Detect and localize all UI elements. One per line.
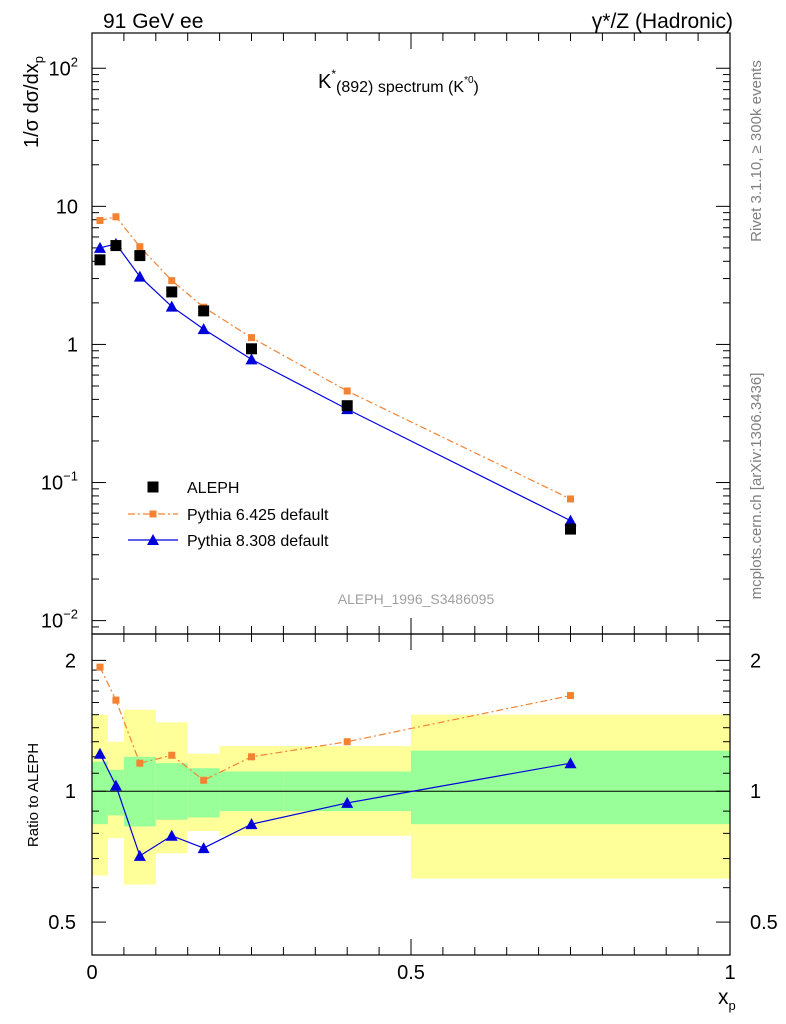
main-ylabel: 1/σ dσ/dxp	[21, 56, 46, 148]
x-axis-label-base: x	[718, 986, 729, 1009]
ratio-point-pythia-8-308-default	[564, 757, 577, 769]
main-y-tick-label-exp: −1	[63, 469, 78, 484]
ratio-panel-frame	[91, 633, 731, 956]
legend: ALEPH Pythia 6.425 default Pythia 8.308 de…	[128, 480, 329, 550]
main-point-pythia-6-425-default	[96, 216, 104, 224]
legend-label-2: Pythia 8.308 default	[187, 533, 329, 550]
main-y-tick-label: 10	[56, 196, 78, 218]
main-y-tick-label-base: 10	[49, 58, 71, 80]
ratio-point-pythia-6-425-default	[248, 753, 255, 761]
plot-title: K*(892) spectrum (K*0)	[318, 67, 479, 96]
ratio-point-pythia-6-425-default	[567, 692, 574, 700]
plot-title-sup1: *	[331, 67, 336, 81]
ratio-band-green-0	[92, 761, 108, 825]
main-point-aleph	[134, 250, 146, 262]
ratio-point-pythia-8-308-default	[133, 849, 146, 861]
main-point-pythia-8-308-default	[133, 270, 146, 282]
main-point-pythia-6-425-default	[112, 213, 120, 221]
x-tick-label: 0.5	[397, 962, 425, 984]
main-point-pythia-6-425-default	[343, 387, 351, 395]
main-point-aleph	[110, 240, 122, 252]
main-point-aleph	[341, 400, 353, 412]
plot-title-main: K	[318, 71, 332, 93]
ratio-point-pythia-6-425-default	[112, 696, 120, 704]
ratio-band-green-1	[107, 769, 124, 816]
ratio-point-pythia-8-308-default	[245, 818, 258, 830]
ratio-point-pythia-8-308-default	[341, 796, 354, 808]
plot-title-close: )	[474, 79, 479, 96]
header-left-label: 91 GeV ee	[103, 10, 203, 33]
ratio-y-tick-label-right: 0.5	[750, 912, 778, 934]
ratio-line-pythia-6-425-default	[99, 666, 571, 781]
ratio-y-tick-label-left: 1	[65, 781, 76, 803]
ratio-point-pythia-8-308-default	[109, 779, 122, 791]
x-axis-label: xp	[718, 986, 736, 1013]
main-point-pythia-8-308-default	[93, 241, 106, 253]
ratio-point-pythia-8-308-default	[93, 747, 106, 759]
main-point-aleph	[565, 523, 576, 535]
main-ylabel-base: 1/σ dσ/dx	[21, 63, 43, 148]
main-line-pythia-8-308-default	[99, 243, 571, 522]
main-y-tick-label-exp: 2	[71, 54, 78, 69]
ratio-line-pythia-8-308-default	[99, 753, 571, 857]
main-y-tick-label-exp: −2	[63, 607, 78, 622]
main-point-pythia-8-308-default	[245, 353, 258, 365]
main-y-tick-label: 10−2	[41, 607, 78, 633]
ratio-point-pythia-8-308-default	[197, 842, 210, 854]
header-right-label: γ*/Z (Hadronic)	[592, 10, 733, 33]
ratio-point-pythia-6-425-default	[343, 738, 351, 746]
legend-marker-2	[147, 534, 159, 545]
main-point-aleph	[246, 343, 257, 355]
analysis-tag: ALEPH_1996_S3486095	[338, 591, 495, 607]
main-point-pythia-6-425-default	[567, 495, 574, 503]
legend-label-0: ALEPH	[187, 480, 239, 497]
legend-label-1: Pythia 6.425 default	[187, 507, 329, 524]
main-point-pythia-6-425-default	[136, 243, 144, 251]
main-point-aleph	[198, 305, 210, 317]
legend-marker-0	[147, 481, 159, 493]
ratio-point-pythia-8-308-default	[165, 829, 178, 841]
main-line-pythia-6-425-default	[99, 216, 571, 500]
x-tick-label: 1	[724, 962, 735, 984]
ratio-point-pythia-6-425-default	[96, 663, 104, 671]
main-y-tick-label: 102	[49, 54, 78, 80]
legend-marker-1	[149, 510, 157, 518]
ratio-panel: 0.5 0.5 1 1 2 2 0 0.5 1	[48, 633, 778, 984]
main-point-pythia-6-425-default	[168, 277, 176, 285]
plot-title-paren: (892) spectrum (K	[336, 79, 464, 96]
ratio-y-tick-label-left: 2	[65, 650, 76, 672]
x-axis-label-sub: p	[729, 998, 736, 1013]
ratio-point-pythia-6-425-default	[136, 759, 144, 767]
main-y-tick-label-base: 10	[41, 611, 63, 633]
x-tick-label: 0	[86, 962, 97, 984]
main-y-tick-label: 10−1	[41, 469, 78, 495]
mcplots-label: mcplots.cern.ch [arXiv:1306.3436]	[748, 373, 765, 600]
main-point-pythia-8-308-default	[197, 323, 210, 335]
plot-title-sup2: *0	[464, 75, 474, 86]
ratio-y-tick-label-right: 1	[750, 781, 761, 803]
ratio-y-tick-label-right: 2	[750, 650, 761, 672]
main-ylabel-sub: p	[31, 56, 46, 63]
main-point-aleph	[94, 254, 106, 266]
main-point-pythia-6-425-default	[248, 334, 255, 342]
ratio-band-green-4	[187, 768, 220, 818]
main-point-pythia-8-308-default	[564, 514, 577, 526]
rivet-version-label: Rivet 3.1.10, ≥ 300k events	[748, 60, 765, 242]
main-point-pythia-8-308-default	[165, 300, 178, 312]
ratio-y-tick-label-left: 0.5	[48, 912, 76, 934]
main-y-tick-label-base: 10	[41, 473, 63, 495]
ratio-point-pythia-6-425-default	[168, 751, 176, 759]
main-point-aleph	[166, 286, 178, 298]
main-y-tick-label: 1	[67, 334, 78, 356]
ratio-ylabel: Ratio to ALEPH	[25, 743, 42, 847]
ratio-point-pythia-6-425-default	[200, 776, 208, 784]
